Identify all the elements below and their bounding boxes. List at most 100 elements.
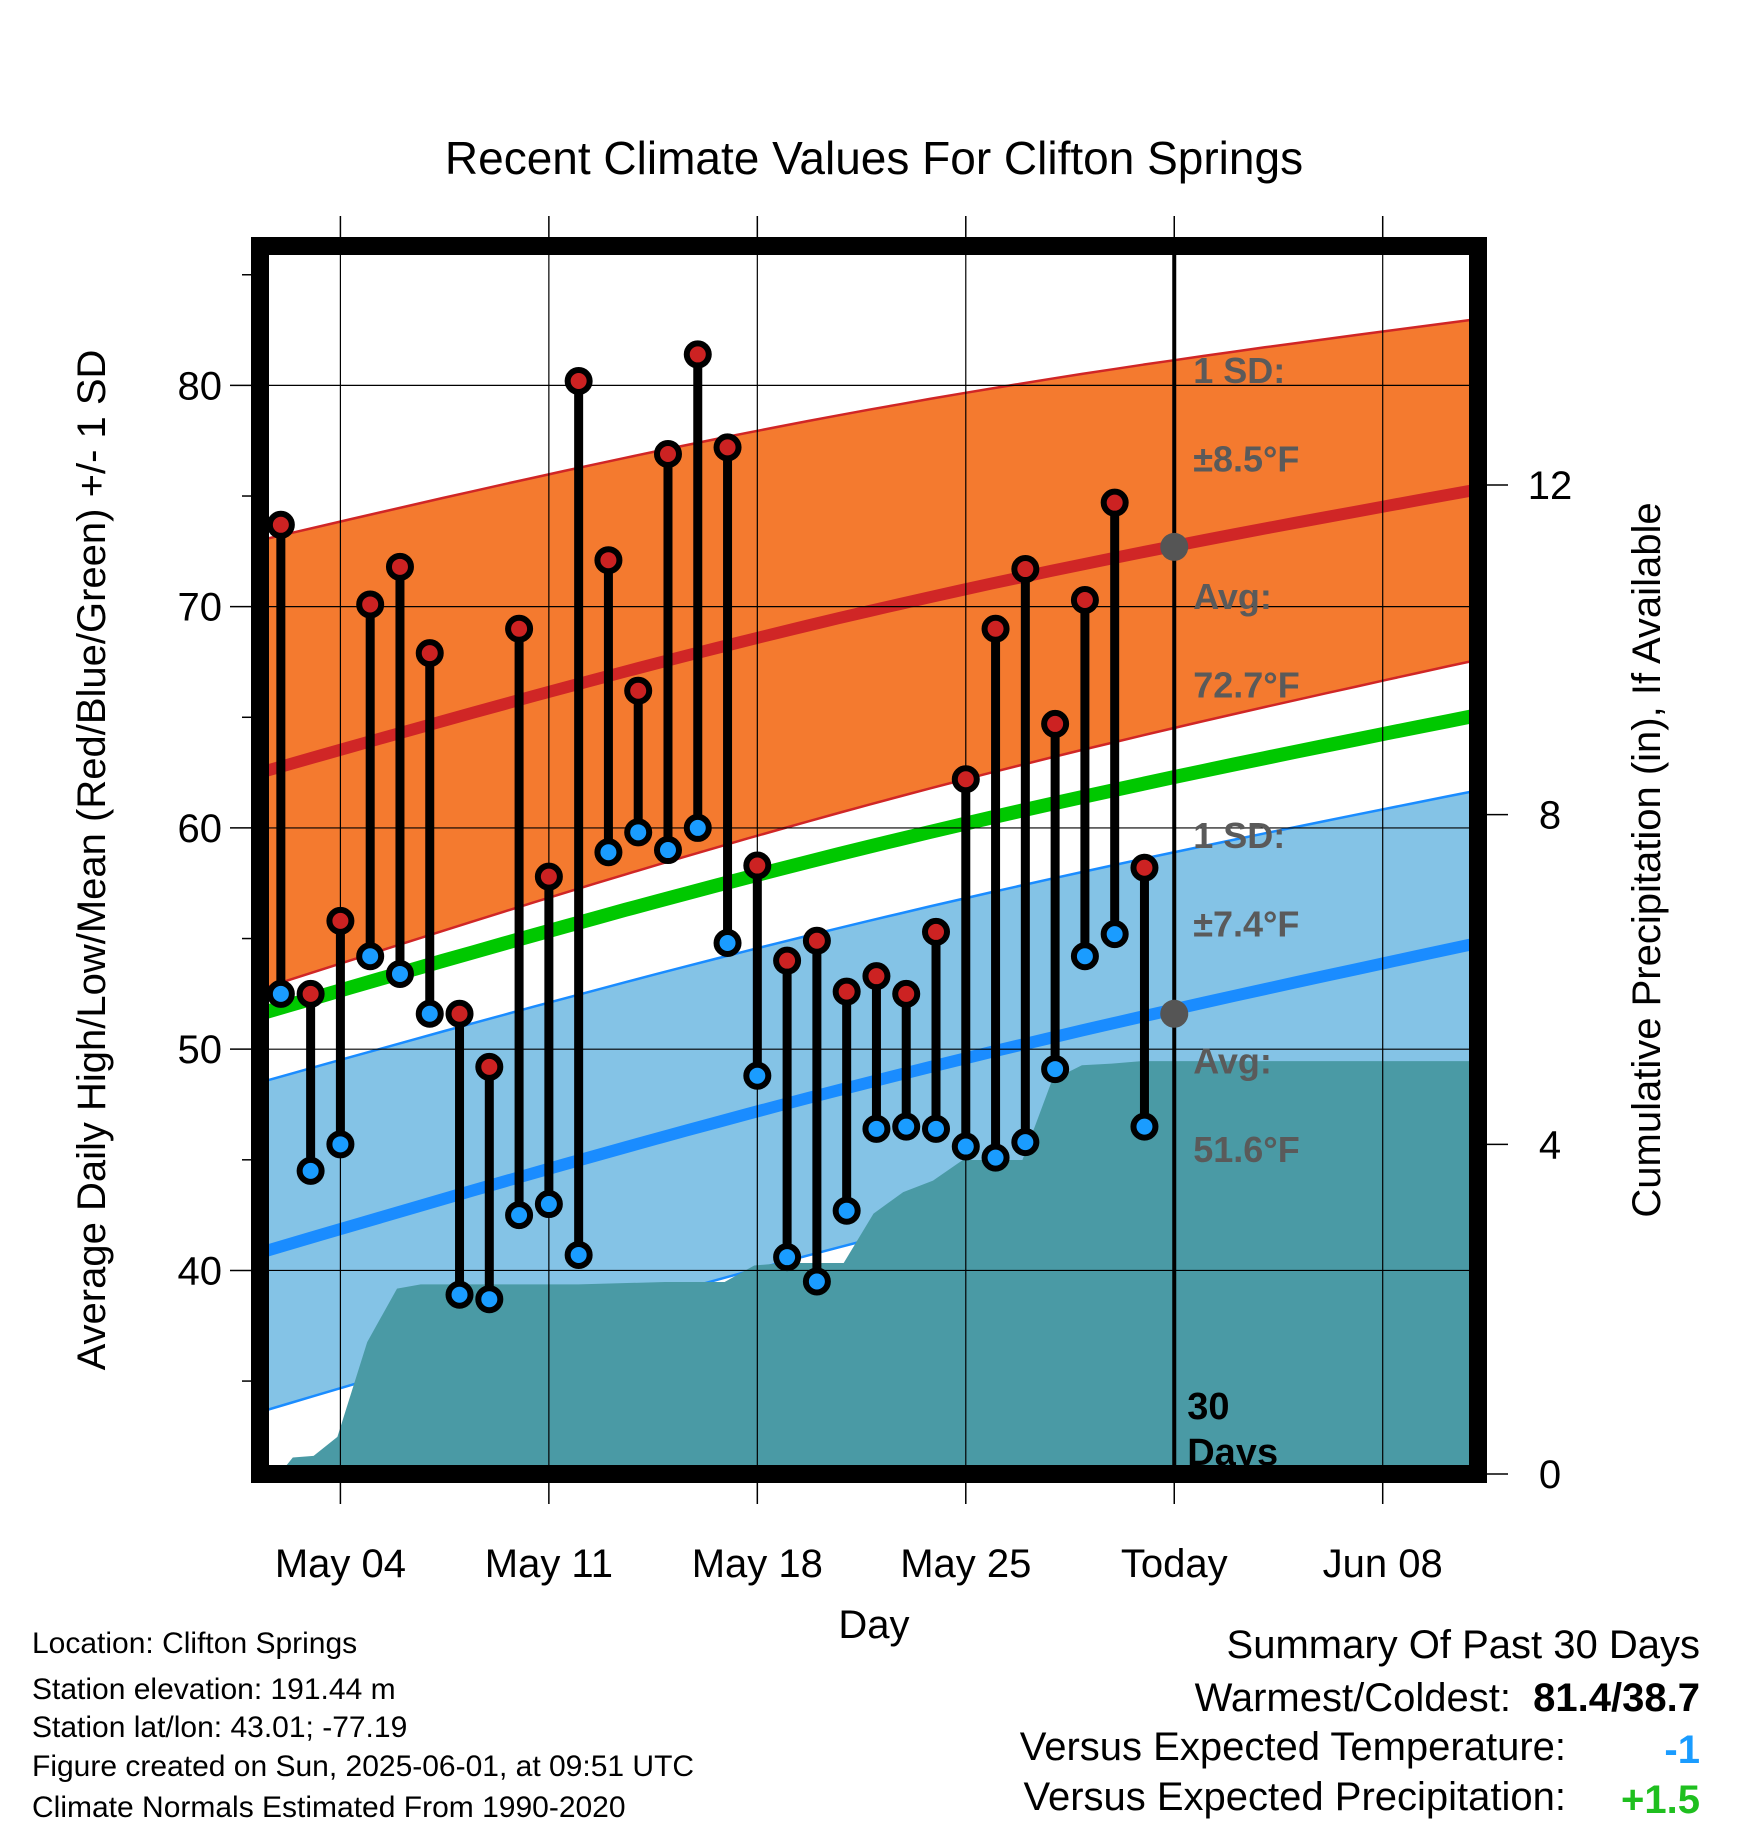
high-temp-point (892, 979, 921, 1008)
info-location: Location: Clifton Springs (32, 1627, 358, 1660)
low-temp-point (892, 1112, 921, 1141)
x-tick-label: May 04 (275, 1542, 406, 1586)
summary-temp-label: Versus Expected Temperature: (1019, 1725, 1566, 1769)
low-temp-point (922, 1114, 951, 1143)
high-temp-point (683, 340, 712, 369)
low-temp-point (713, 928, 742, 957)
low-temp-point (1070, 942, 1099, 971)
summary-title: Summary Of Past 30 Days (1226, 1623, 1700, 1667)
high-temp-point (594, 546, 623, 575)
y2-axis-label: Cumulative Precipitation (in), If Availa… (1625, 502, 1669, 1217)
info-elevation: Station elevation: 191.44 m (32, 1673, 396, 1706)
low-avg-marker (1160, 999, 1189, 1028)
summary-warm-cold-value: 81.4/38.7 (1533, 1676, 1700, 1720)
x-tick-label: May 25 (900, 1542, 1031, 1586)
high-temp-point (1011, 555, 1040, 584)
high-temp-point (296, 979, 325, 1008)
mean-normal-line (260, 708, 1478, 1021)
high-normal-line (260, 483, 1478, 779)
low-temp-point (594, 838, 623, 867)
low-temp-point (1100, 920, 1129, 949)
high-temp-point (862, 962, 891, 991)
low-temp-point (683, 813, 712, 842)
y-axis-label: Average Daily High/Low/Mean (Red/Blue/Gr… (70, 350, 114, 1371)
high-temp-point (1041, 709, 1070, 738)
low-temp-point (653, 836, 682, 865)
info-normals: Climate Normals Estimated From 1990-2020 (32, 1791, 626, 1824)
low-temp-point (266, 979, 295, 1008)
high-avg-value: 72.7°F (1193, 664, 1299, 705)
low-temp-point (1011, 1128, 1040, 1157)
y2-tick-label: 8 (1539, 794, 1561, 838)
low-sd-value: ±7.4°F (1193, 903, 1299, 944)
summary-warm-cold: Warmest/Coldest: 81.4/38.7 (1195, 1678, 1700, 1718)
high-temp-point (326, 906, 355, 935)
high-sd-value: ±8.5°F (1193, 439, 1299, 480)
high-temp-point (564, 366, 593, 395)
low-temp-point (862, 1114, 891, 1143)
high-temp-point (624, 676, 653, 705)
high-temp-point (1100, 488, 1129, 517)
low-temp-point (951, 1132, 980, 1161)
info-created: Figure created on Sun, 2025-06-01, at 09… (32, 1750, 695, 1783)
low-temp-point (773, 1243, 802, 1272)
summary-precip-value: +1.5 (1621, 1778, 1700, 1822)
x-tick-label: May 11 (485, 1542, 613, 1586)
low-temp-point (981, 1143, 1010, 1172)
x-tick-label: May 18 (692, 1542, 823, 1586)
low-temp-point (326, 1130, 355, 1159)
low-temp-point (1041, 1055, 1070, 1084)
low-temp-point (624, 818, 653, 847)
y-tick-label: 60 (178, 807, 223, 851)
y2-tick-label: 4 (1539, 1123, 1561, 1167)
low-temp-point (475, 1285, 504, 1314)
precip-area (280, 1061, 1478, 1474)
y-tick-label: 40 (178, 1249, 223, 1293)
high-temp-point (1130, 853, 1159, 882)
low-temp-point (1130, 1112, 1159, 1141)
x-axis-label: Day (838, 1603, 909, 1647)
high-temp-point (534, 862, 563, 891)
high-temp-point (356, 590, 385, 619)
plot-frame (251, 237, 1487, 1483)
low-temp-point (415, 999, 444, 1028)
high-temp-point (266, 510, 295, 539)
low-temp-point (296, 1156, 325, 1185)
summary-precip-label: Versus Expected Precipitation: (1023, 1775, 1566, 1819)
high-temp-point (505, 614, 534, 643)
high-temp-point (475, 1052, 504, 1081)
y-tick-label: 50 (178, 1028, 223, 1072)
y2-tick-label: 0 (1539, 1453, 1561, 1497)
high-temp-point (713, 433, 742, 462)
low-temp-point (505, 1201, 534, 1230)
summary-warm-cold-label: Warmest/Coldest: (1194, 1676, 1511, 1720)
info-latlon: Station lat/lon: 43.01; -77.19 (32, 1711, 408, 1744)
low-temp-point (743, 1061, 772, 1090)
low-avg-label: Avg: (1193, 1041, 1272, 1082)
low-avg-value: 51.6°F (1193, 1129, 1299, 1170)
y-tick-label: 80 (178, 364, 223, 408)
high-sd-label: 1 SD: (1193, 350, 1285, 391)
x-tick-label: Today (1121, 1542, 1228, 1586)
high-temp-point (981, 614, 1010, 643)
low-temp-point (534, 1190, 563, 1219)
high-temp-point (1070, 586, 1099, 615)
high-temp-point (802, 926, 831, 955)
low-temp-point (832, 1196, 861, 1225)
summary-temp-value: -1 (1664, 1728, 1700, 1772)
low-temp-point (445, 1280, 474, 1309)
high-sd-lower-line (260, 658, 1478, 991)
today-days-label-line: 30 (1187, 1386, 1229, 1428)
high-temp-point (743, 851, 772, 880)
high-temp-point (445, 999, 474, 1028)
low-temp-point (356, 942, 385, 971)
y-tick-label: 70 (178, 586, 223, 630)
low-temp-point (385, 959, 414, 988)
high-sd-upper-line (260, 317, 1478, 542)
high-temp-point (922, 917, 951, 946)
high-avg-marker (1160, 532, 1189, 561)
y2-tick-label: 12 (1528, 464, 1573, 508)
high-temp-point (385, 552, 414, 581)
